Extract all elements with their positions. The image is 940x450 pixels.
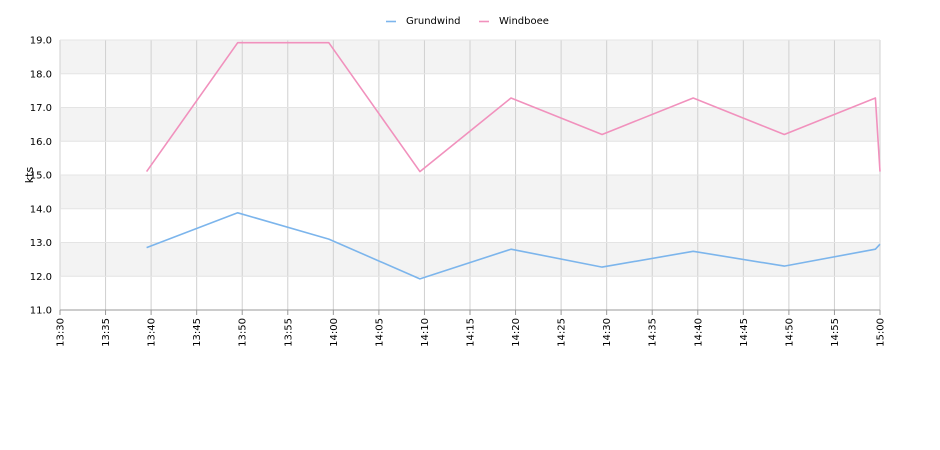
- y-tick-label: 11.0: [30, 306, 52, 317]
- x-tick-label: 14:30: [602, 318, 613, 347]
- series-lines: [145, 41, 881, 280]
- x-tick-label: 13:55: [283, 318, 294, 347]
- x-tick-label: 14:55: [830, 318, 841, 347]
- series-line-windboee: [145, 41, 881, 173]
- legend-label: Windboee: [499, 16, 549, 27]
- x-tick-label: 14:05: [374, 318, 385, 347]
- legend-item-windboee[interactable]: Windboee: [479, 16, 549, 27]
- y-tick-label: 13.0: [30, 238, 52, 249]
- x-tick-label: 13:45: [192, 318, 203, 347]
- y-tick-label: 15.0: [30, 171, 52, 182]
- x-tick-label: 14:25: [557, 318, 568, 347]
- horizontal-grid: [60, 39, 880, 311]
- x-tick-label: 13:50: [238, 318, 249, 347]
- x-tick-label: 14:20: [511, 318, 522, 347]
- y-tick-label: 14.0: [30, 204, 52, 215]
- legend-label: Grundwind: [406, 16, 461, 27]
- legend-item-grundwind[interactable]: Grundwind: [386, 16, 461, 27]
- x-tick-label: 13:40: [147, 318, 158, 347]
- x-tick-label: 14:35: [648, 318, 659, 347]
- series-line-grundwind: [146, 212, 881, 280]
- x-tick-label: 15:00: [876, 318, 887, 347]
- x-tick-label: 14:15: [466, 318, 477, 347]
- x-tick-label: 13:30: [56, 318, 67, 347]
- x-tick-label: 14:10: [420, 318, 431, 347]
- x-tick-label: 14:45: [739, 318, 750, 347]
- y-tick-label: 12.0: [30, 272, 52, 283]
- y-axis-ticks: 11.0 12.0 13.0 14.0 15.0 16.0 17.0 18.0 19.0: [30, 36, 52, 317]
- x-tick-label: 14:50: [784, 318, 795, 347]
- y-tick-label: 16.0: [30, 137, 52, 148]
- x-axis-ticks: 13:30 13:35 13:40 13:45 13:50 13:55 14:00 14:05…: [56, 309, 887, 347]
- x-tick-label: 14:40: [693, 318, 704, 347]
- x-tick-label: 14:00: [329, 318, 340, 347]
- y-tick-label: 17.0: [30, 103, 52, 114]
- legend[interactable]: Grundwind Windboee: [386, 16, 549, 27]
- y-tick-label: 19.0: [30, 36, 52, 47]
- x-tick-label: 13:35: [101, 318, 112, 347]
- y-tick-label: 18.0: [30, 69, 52, 80]
- y-axis-label: kts: [23, 167, 36, 184]
